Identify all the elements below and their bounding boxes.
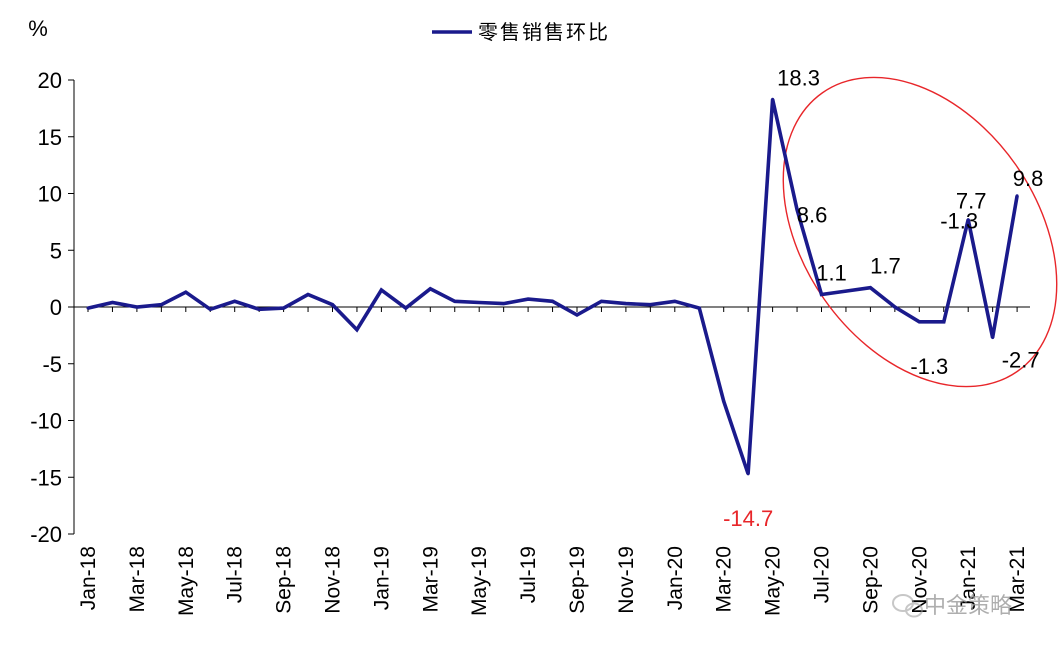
data-point xyxy=(477,300,481,304)
data-point xyxy=(893,305,897,309)
x-tick-label: Jan-20 xyxy=(664,546,687,610)
data-point xyxy=(991,336,995,340)
data-label: -1.3 xyxy=(910,354,948,379)
data-point xyxy=(722,399,726,403)
y-tick-label: -15 xyxy=(30,465,62,490)
data-point xyxy=(282,306,286,310)
data-point xyxy=(184,290,188,294)
x-tick-label: Jan-19 xyxy=(370,546,393,610)
y-tick-label: 0 xyxy=(50,295,62,320)
data-point xyxy=(233,299,237,303)
x-tick-label: Jul-18 xyxy=(224,546,247,603)
data-point xyxy=(820,293,823,297)
x-tick-label: May-19 xyxy=(468,546,491,616)
highlight-ellipse xyxy=(782,76,1058,388)
x-tick-label: Sep-20 xyxy=(859,546,882,614)
y-unit-label: % xyxy=(28,16,48,41)
y-tick-label: -5 xyxy=(42,352,62,377)
data-point xyxy=(575,313,579,317)
data-point xyxy=(942,320,946,324)
series-line xyxy=(87,98,1019,475)
data-point xyxy=(746,472,750,476)
x-tick-label: Mar-21 xyxy=(1006,546,1029,613)
data-point xyxy=(526,297,530,301)
data-point xyxy=(624,302,628,306)
watermark-text: 中金策略 xyxy=(924,594,1012,619)
y-tick-label: -10 xyxy=(30,409,62,434)
x-tick-label: Mar-18 xyxy=(126,546,149,613)
data-point xyxy=(453,299,457,303)
data-point xyxy=(917,320,921,324)
data-point xyxy=(844,289,848,293)
data-point xyxy=(404,306,408,310)
data-point xyxy=(159,303,163,307)
data-point xyxy=(502,302,506,306)
x-tick-label: Jul-19 xyxy=(517,546,540,603)
data-point xyxy=(379,288,383,292)
x-tick-label: Sep-19 xyxy=(566,546,589,614)
wechat-icon xyxy=(892,594,923,618)
data-point xyxy=(966,218,970,222)
y-tick-label: 15 xyxy=(38,125,62,150)
data-point xyxy=(1015,194,1019,198)
data-point xyxy=(673,299,677,303)
x-tick-label: Mar-19 xyxy=(419,546,442,613)
y-tick-label: 5 xyxy=(50,238,62,263)
data-point xyxy=(331,303,334,307)
y-tick-label: 20 xyxy=(38,68,62,93)
data-label: 18.3 xyxy=(777,65,820,90)
x-tick-label: Jul-20 xyxy=(811,546,834,603)
data-label: 1.7 xyxy=(870,254,901,279)
x-tick-label: Jan-18 xyxy=(77,546,100,610)
x-tick-label: Nov-19 xyxy=(615,546,638,614)
legend-label: 零售销售环比 xyxy=(478,20,610,44)
data-point xyxy=(257,307,261,311)
data-point xyxy=(355,328,359,332)
data-label: 9.8 xyxy=(1013,166,1044,191)
data-label: 7.7 xyxy=(956,189,987,214)
data-point xyxy=(110,300,114,304)
data-label: 1.1 xyxy=(816,261,847,286)
data-point xyxy=(648,303,652,307)
data-point xyxy=(306,293,310,297)
data-point xyxy=(868,286,872,290)
data-point xyxy=(795,207,799,211)
x-tick-label: Jan-21 xyxy=(957,546,980,610)
x-tick-label: May-20 xyxy=(762,546,785,616)
y-tick-label: -20 xyxy=(30,522,62,547)
data-label: -2.7 xyxy=(1002,348,1040,373)
data-point xyxy=(771,97,775,101)
data-point xyxy=(697,306,701,310)
data-point xyxy=(428,287,432,291)
data-point xyxy=(599,299,603,303)
x-tick-label: Nov-20 xyxy=(908,546,931,614)
data-point xyxy=(135,305,139,309)
data-point xyxy=(86,306,90,310)
data-label: -1.3 xyxy=(940,209,978,234)
data-label: 8.6 xyxy=(797,202,828,227)
x-tick-label: Mar-20 xyxy=(713,546,736,613)
x-tick-label: Nov-18 xyxy=(322,546,345,614)
y-tick-label: 10 xyxy=(38,182,62,207)
x-tick-label: May-18 xyxy=(175,546,198,616)
data-label: -14.7 xyxy=(723,506,773,531)
data-point xyxy=(208,307,212,311)
data-point xyxy=(551,299,555,303)
x-tick-label: Sep-18 xyxy=(273,546,296,614)
